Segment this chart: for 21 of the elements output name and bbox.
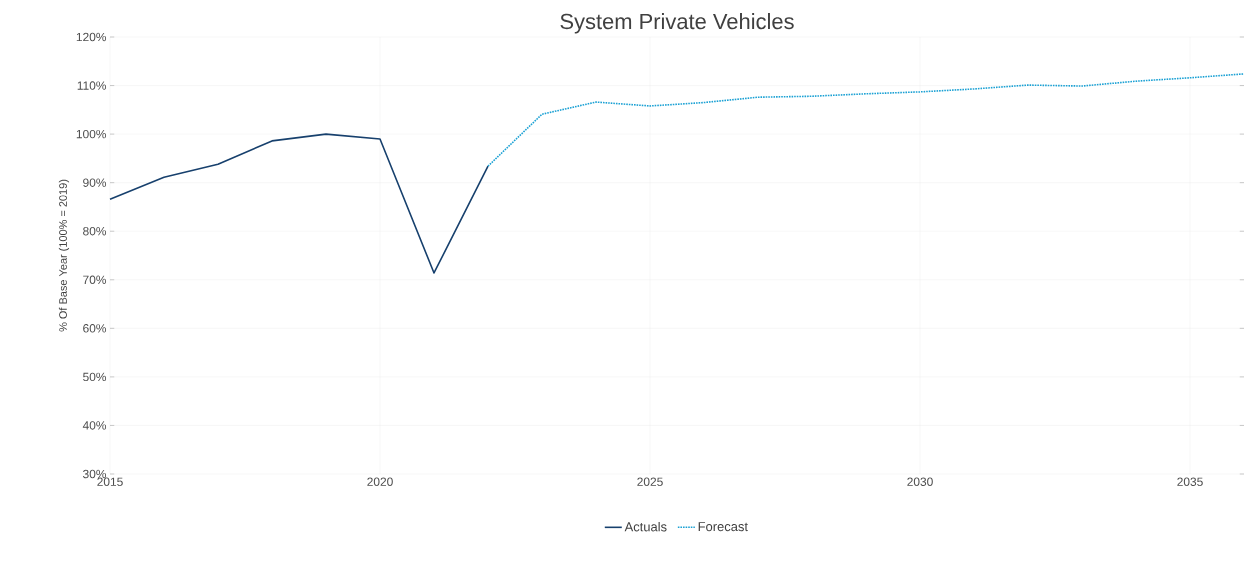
line-series (109, 133, 489, 274)
x-tick-label: 2020 (367, 477, 393, 486)
x-tick-label: 2030 (907, 477, 933, 486)
legend-label: Forecast (698, 522, 748, 532)
y-tick-label: 100% (76, 129, 107, 139)
y-tick-label: 110% (77, 81, 107, 90)
y-axis-title: % Of Base Year (100% = 2019) (58, 179, 70, 332)
y-tick-label: 30% (83, 469, 107, 479)
y-tick-label: 120% (76, 32, 107, 42)
y-tick-label: 50% (83, 372, 107, 382)
line-series (487, 73, 1245, 167)
chart-title: System Private Vehicles (560, 13, 794, 34)
legend-label: Actuals (624, 521, 667, 532)
x-tick-label: 2025 (637, 477, 663, 486)
y-tick-label: 40% (82, 421, 107, 430)
x-tick-label: 2035 (1177, 477, 1203, 486)
y-tick-label: 90% (83, 178, 107, 187)
y-tick-label: 70% (83, 275, 107, 284)
x-tick-label: 2015 (97, 477, 123, 486)
y-tick-label: 60% (83, 324, 107, 333)
y-tick-label: 80% (83, 227, 107, 236)
